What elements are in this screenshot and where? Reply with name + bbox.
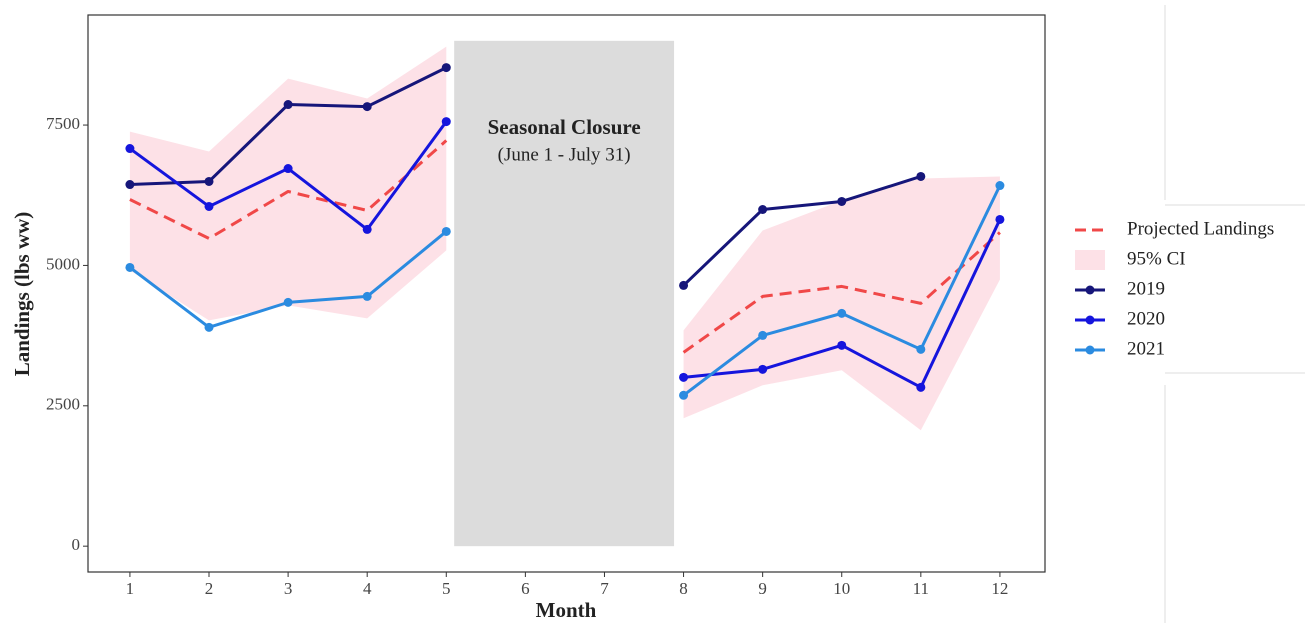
x-tick-label: 11: [913, 579, 929, 598]
data-point: [916, 171, 926, 181]
y-tick-label: 2500: [46, 395, 80, 414]
data-point: [837, 340, 847, 350]
x-tick-label: 6: [521, 579, 530, 598]
data-point: [679, 280, 689, 290]
legend-label: Projected Landings: [1127, 218, 1274, 239]
data-point: [995, 214, 1005, 224]
ci-band: [129, 46, 447, 321]
data-point: [125, 180, 135, 190]
legend-label: 95% CI: [1127, 248, 1186, 269]
data-point: [441, 117, 451, 127]
data-point: [679, 390, 689, 400]
data-point: [125, 262, 135, 272]
data-point: [758, 205, 768, 215]
legend-label: 2020: [1127, 308, 1165, 329]
legend-marker: [1085, 345, 1095, 355]
data-point: [204, 201, 214, 211]
data-point: [916, 382, 926, 392]
series-line: [129, 139, 448, 240]
plot-frame: [87, 14, 1046, 573]
x-tick-label: 8: [679, 579, 688, 598]
legend-label: 2019: [1127, 278, 1165, 299]
y-tick-label: 7500: [46, 114, 80, 133]
data-point: [679, 372, 689, 382]
data-point: [362, 291, 372, 301]
data-point: [204, 176, 214, 186]
x-axis-title: Month: [536, 598, 597, 622]
data-point: [204, 322, 214, 332]
y-tick-label: 5000: [46, 254, 80, 273]
data-point: [362, 224, 372, 234]
x-tick-label: 2: [205, 579, 214, 598]
data-point: [441, 63, 451, 73]
y-tick-label: 0: [72, 535, 81, 554]
data-point: [125, 144, 135, 154]
x-tick-label: 5: [442, 579, 451, 598]
legend-swatch: [1075, 250, 1105, 270]
closure-label: Seasonal Closure: [488, 115, 641, 139]
x-tick-label: 9: [758, 579, 767, 598]
series-line: [682, 231, 1001, 354]
legend-marker: [1085, 285, 1095, 295]
legend-marker: [1085, 315, 1095, 325]
data-point: [837, 308, 847, 318]
ci-band: [683, 176, 1000, 431]
data-point: [995, 181, 1005, 191]
legend-label: 2021: [1127, 338, 1165, 359]
data-point: [758, 330, 768, 340]
data-point: [441, 226, 451, 236]
x-tick-label: 7: [600, 579, 609, 598]
data-point: [283, 297, 293, 307]
data-point: [758, 364, 768, 374]
data-point: [283, 100, 293, 110]
x-tick-label: 4: [363, 579, 372, 598]
x-tick-label: 3: [284, 579, 293, 598]
x-tick-label: 12: [991, 579, 1008, 598]
closure-region: [454, 40, 675, 547]
x-tick-label: 10: [833, 579, 850, 598]
series-line: [682, 175, 922, 287]
data-point: [916, 344, 926, 354]
x-tick-label: 1: [126, 579, 135, 598]
y-axis-title: Landings (lbs ww): [10, 212, 34, 377]
closure-sublabel: (June 1 - July 31): [498, 144, 631, 165]
data-point: [362, 102, 372, 112]
data-point: [283, 164, 293, 174]
data-point: [837, 196, 847, 206]
